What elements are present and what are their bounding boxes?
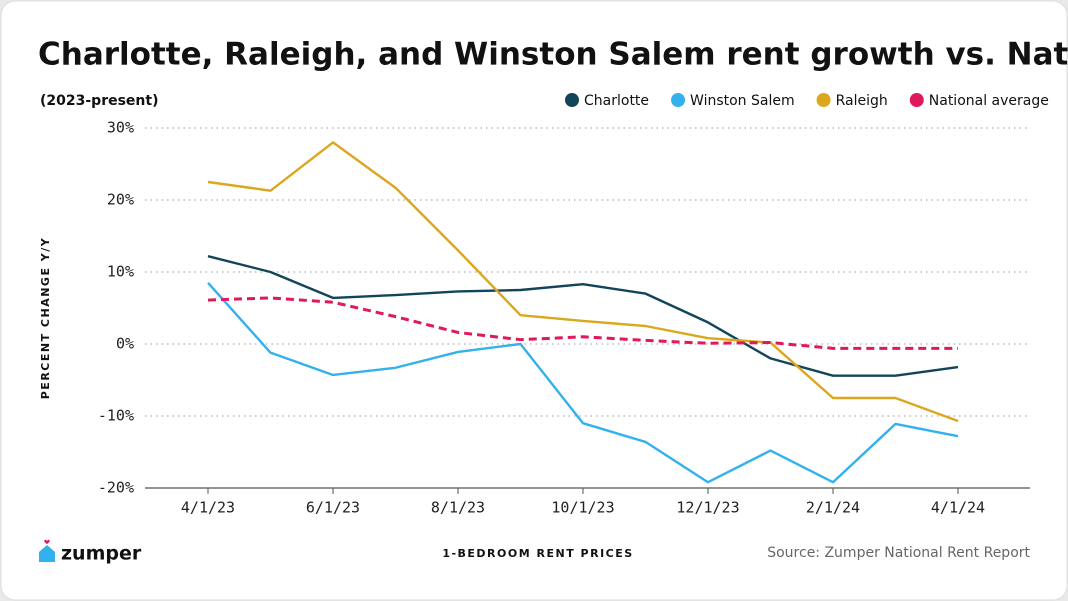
x-tick-label: 12/1/23 (676, 499, 739, 517)
legend-label: Winston Salem (690, 93, 795, 109)
legend-marker (671, 93, 686, 107)
x-tick-label: 10/1/23 (551, 499, 614, 517)
series-line (207, 281, 959, 484)
x-tick-label: 6/1/23 (306, 499, 360, 517)
x-tick-label: 4/1/23 (181, 499, 235, 517)
y-tick-label: -10% (98, 407, 134, 425)
series-line (207, 296, 958, 350)
logo-icon (39, 539, 55, 562)
y-tick-label: 0% (116, 335, 134, 353)
series-line (207, 254, 959, 377)
y-axis-label: PERCENT CHANGE Y/Y (39, 237, 52, 400)
y-tick-label: 20% (107, 191, 134, 209)
legend-label: National average (929, 93, 1049, 109)
series-line (207, 141, 959, 423)
legend-label: Charlotte (584, 93, 649, 109)
source: Source: Zumper National Rent Report (767, 545, 1030, 561)
x-tick-label: 4/1/24 (931, 499, 985, 517)
chart-title: Charlotte, Raleigh, and Winston Salem re… (38, 37, 1068, 73)
subtitle: (2023-present) (40, 93, 158, 109)
legend-label: Raleigh (836, 93, 888, 109)
legend-marker (816, 93, 831, 107)
logo: zumper (61, 543, 142, 565)
x-tick-label: 8/1/23 (431, 499, 485, 517)
legend-marker (565, 93, 579, 107)
legend-marker (909, 93, 924, 107)
y-tick-label: 10% (107, 263, 134, 281)
x-tick-label: 2/1/24 (806, 499, 860, 517)
y-tick-label: 30% (107, 119, 134, 137)
y-tick-label: -20% (98, 479, 134, 497)
x-axis-label: 1-BEDROOM RENT PRICES (442, 547, 633, 560)
